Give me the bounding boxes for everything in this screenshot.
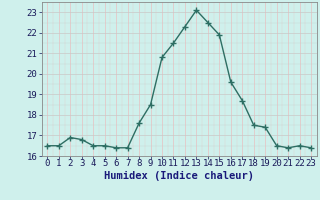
X-axis label: Humidex (Indice chaleur): Humidex (Indice chaleur): [104, 171, 254, 181]
